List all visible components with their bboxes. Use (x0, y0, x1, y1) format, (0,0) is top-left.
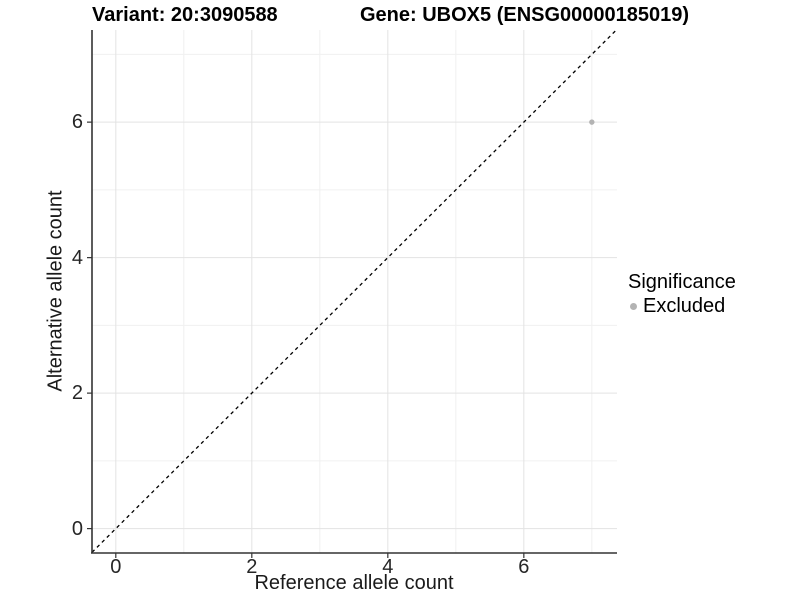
excluded-point-icon (630, 302, 637, 310)
x-tick-label: 0 (110, 556, 122, 578)
legend-title: Significance (628, 271, 736, 293)
y-tick-label: 2 (71, 382, 83, 405)
x-tick-label: 6 (518, 556, 530, 578)
legend-item-excluded: Excluded (628, 294, 736, 318)
x-tick-label: 4 (382, 556, 394, 578)
y-axis-title: Alternative allele count (44, 190, 67, 392)
data-points (589, 119, 595, 125)
identity-dashed-line (91, 29, 617, 553)
legend: Significance Excluded (628, 270, 736, 318)
major-gridlines (92, 30, 617, 553)
y-tick-label: 6 (71, 111, 83, 134)
x-axis-title: Reference allele count (254, 572, 454, 594)
x-tick-label: 2 (246, 556, 258, 578)
data-point-excluded (589, 119, 595, 125)
legend-item-label: Excluded (643, 295, 726, 317)
y-tick-label: 4 (71, 246, 83, 269)
identity-reference-line (91, 29, 617, 553)
plot-title-variant: Variant: 20:3090588 (92, 4, 278, 26)
minor-gridlines (92, 30, 617, 553)
plot-title-gene: Gene: UBOX5 (ENSG00000185019) (360, 4, 690, 26)
axis-lines-and-ticks (87, 30, 617, 558)
y-tick-label: 0 (71, 517, 83, 540)
